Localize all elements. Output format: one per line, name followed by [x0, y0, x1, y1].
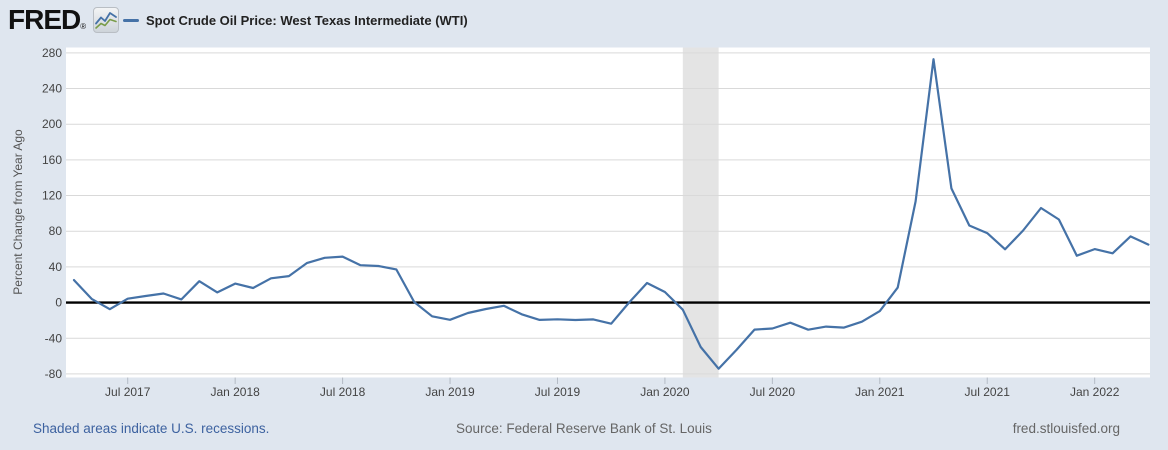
fred-site-link[interactable]: fred.stlouisfed.org	[1012, 421, 1120, 436]
svg-text:-40: -40	[45, 331, 63, 345]
series-line-wti[interactable]	[72, 58, 1150, 370]
svg-text:200: 200	[42, 117, 62, 131]
svg-text:Jul 2021: Jul 2021	[965, 385, 1011, 399]
svg-text:Jul 2017: Jul 2017	[105, 385, 151, 399]
recession-band	[682, 47, 719, 378]
header: FRED® Spot Crude Oil Price: West Texas I…	[0, 0, 1168, 40]
svg-text:Jul 2020: Jul 2020	[750, 385, 796, 399]
x-axis-ticks	[127, 377, 1096, 384]
svg-text:40: 40	[49, 260, 63, 274]
svg-text:Jul 2018: Jul 2018	[320, 385, 366, 399]
svg-text:Jan 2020: Jan 2020	[640, 385, 690, 399]
svg-text:-80: -80	[45, 367, 63, 381]
svg-text:Jan 2019: Jan 2019	[425, 385, 475, 399]
svg-text:Jan 2021: Jan 2021	[855, 385, 905, 399]
fred-logo-text: FRED	[8, 4, 81, 35]
source-text: Source: Federal Reserve Bank of St. Loui…	[456, 421, 712, 436]
svg-text:Jan 2022: Jan 2022	[1070, 385, 1120, 399]
footer: Shaded areas indicate U.S. recessions. S…	[0, 421, 1168, 439]
svg-text:160: 160	[42, 153, 62, 167]
plot-area	[66, 47, 1150, 378]
y-axis-labels: 280 240 200 160 120 80 40 0 -40 -80	[42, 46, 62, 381]
fred-logo[interactable]: FRED®	[8, 3, 119, 37]
legend-line-swatch	[123, 19, 139, 23]
registered-trademark-icon: ®	[80, 22, 87, 31]
series-title[interactable]: Spot Crude Oil Price: West Texas Interme…	[146, 13, 468, 28]
svg-text:0: 0	[55, 296, 62, 310]
svg-text:240: 240	[42, 82, 62, 96]
recession-note-link[interactable]: Shaded areas indicate U.S. recessions.	[33, 421, 270, 436]
svg-text:80: 80	[49, 224, 63, 238]
svg-text:280: 280	[42, 46, 62, 60]
svg-text:Jul 2019: Jul 2019	[535, 385, 581, 399]
svg-text:120: 120	[42, 189, 62, 203]
svg-text:Jan 2018: Jan 2018	[210, 385, 260, 399]
fred-logo-chart-icon	[93, 7, 119, 33]
x-axis-labels: Jul 2017 Jan 2018 Jul 2018 Jan 2019 Jul 2019…	[105, 385, 1120, 399]
